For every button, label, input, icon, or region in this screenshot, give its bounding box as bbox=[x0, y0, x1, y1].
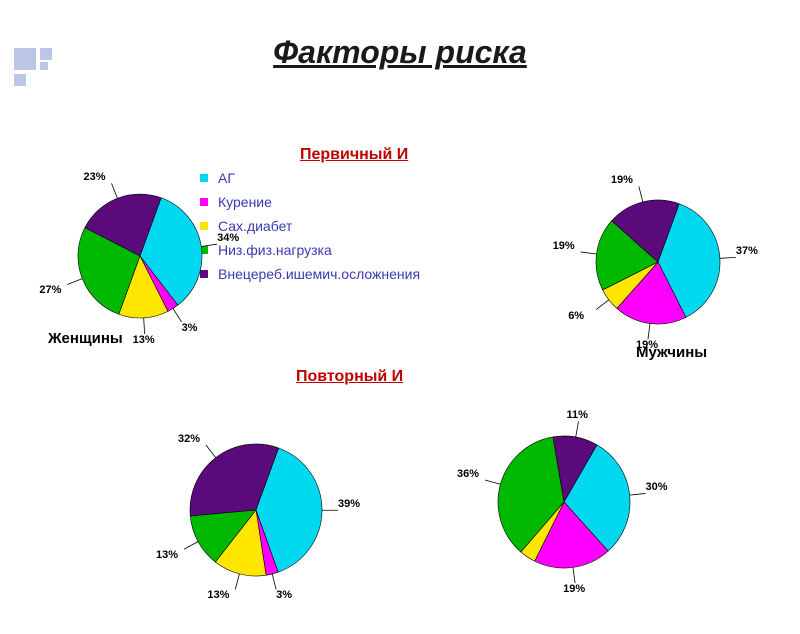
page-title: Факторы риска bbox=[0, 34, 800, 71]
pie-pct-label: 13% bbox=[156, 549, 178, 561]
pie-pct-label: 19% bbox=[611, 174, 633, 186]
pie-pct-label: 6% bbox=[568, 310, 584, 322]
pie-pct-label: 27% bbox=[39, 284, 61, 296]
pie-pct-label: 30% bbox=[646, 481, 668, 493]
pie-pct-label: 13% bbox=[133, 334, 155, 346]
pie-pct-label: 11% bbox=[567, 409, 588, 421]
pie-pct-label: 34% bbox=[217, 232, 239, 244]
pie-pct-label: 23% bbox=[84, 171, 106, 183]
pie-pct-label: 32% bbox=[178, 433, 200, 445]
pie-men-repeat: 30% 19% 36% 11% bbox=[448, 386, 680, 623]
section-primary-label: Первичный И bbox=[300, 146, 408, 164]
pie-pct-label: 37% bbox=[736, 245, 758, 257]
pie-chart bbox=[546, 150, 770, 374]
pie-pct-label: 19% bbox=[563, 583, 585, 595]
pie-pct-label: 36% bbox=[457, 468, 479, 480]
pie-women-repeat: 39%3%13%13%32% bbox=[140, 394, 372, 631]
pie-pct-label: 19% bbox=[636, 339, 658, 351]
pie-pct-label: 39% bbox=[338, 498, 360, 510]
pie-men-primary: 37% 19% 6% 19% 19% bbox=[546, 150, 770, 379]
pie-women-primary: 34% 3% 13% 27% 23% bbox=[28, 144, 252, 373]
section-repeat-label: Повторный И bbox=[296, 368, 403, 386]
pie-pct-label: 3% bbox=[182, 322, 198, 334]
pie-pct-label: 19% bbox=[553, 240, 575, 252]
